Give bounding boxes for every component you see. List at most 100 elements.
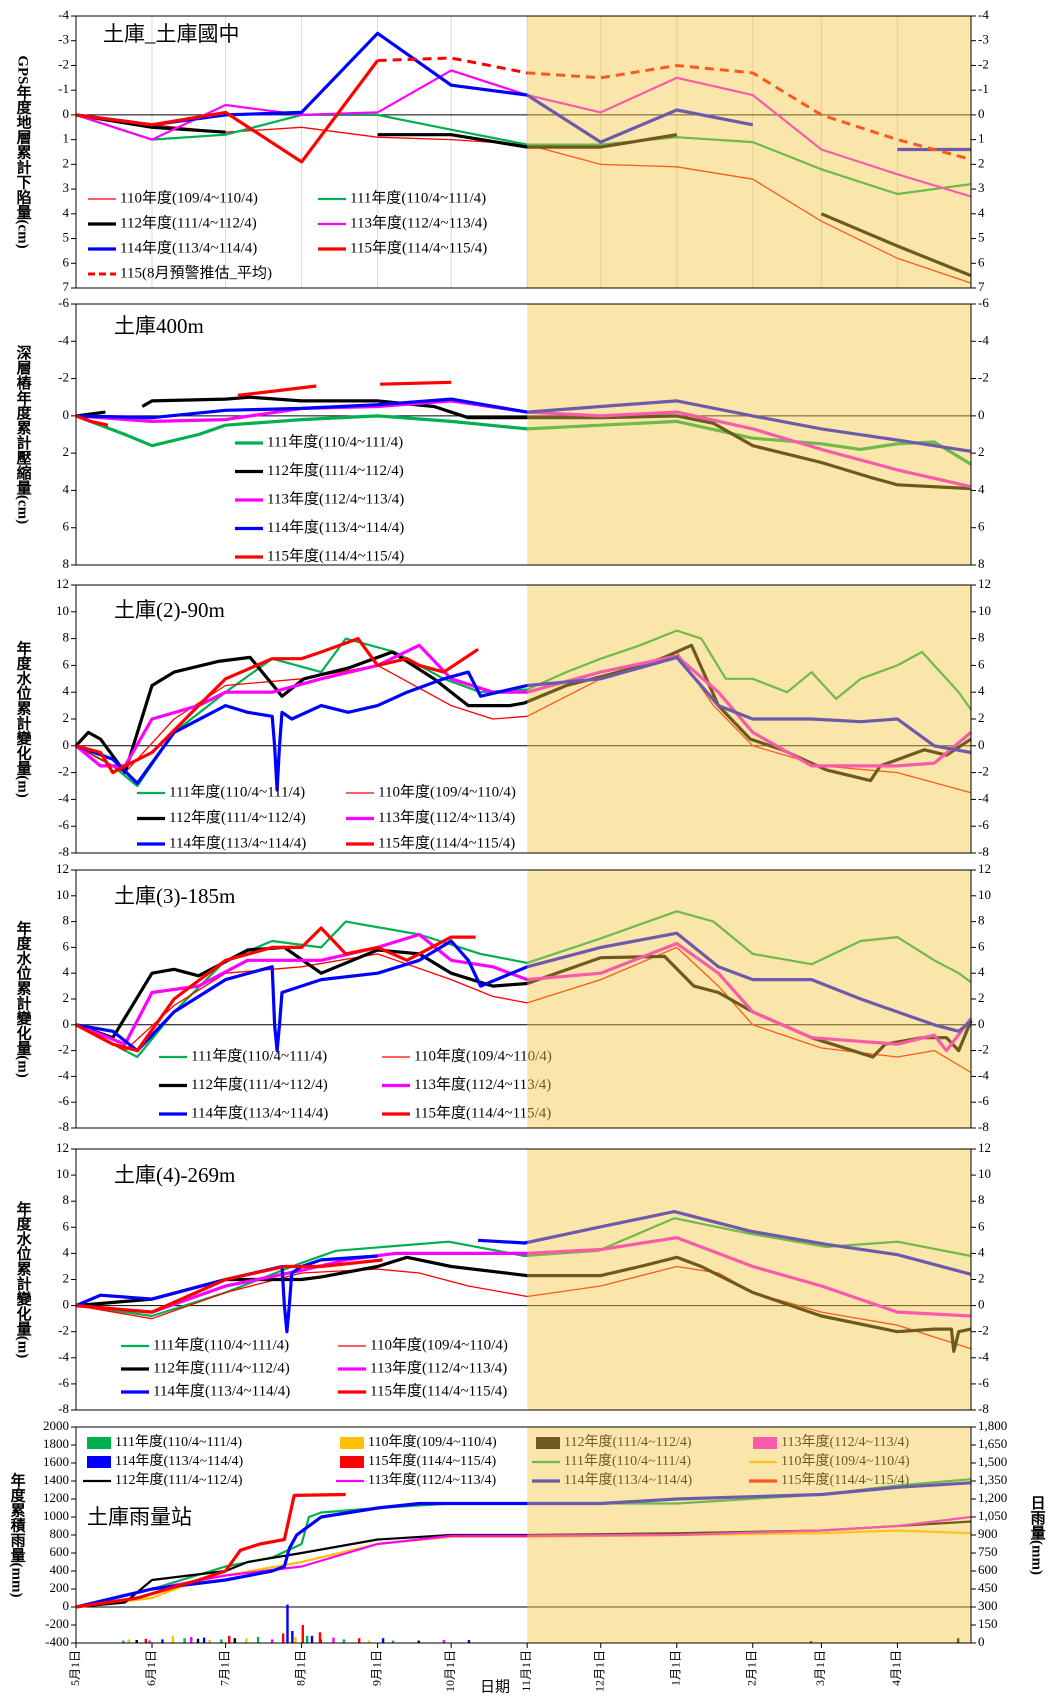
legend-swatch xyxy=(340,1437,364,1449)
x-tick-label: 11月1日 xyxy=(519,1650,533,1692)
series-line xyxy=(75,1217,972,1318)
y2-tick-label: -6 xyxy=(978,817,989,832)
y2-tick-label: 4 xyxy=(978,205,985,220)
y2-tick-label: 0 xyxy=(978,1297,985,1312)
bar xyxy=(956,1638,960,1643)
y-tick-label: 4 xyxy=(63,481,70,496)
bar xyxy=(291,1631,294,1643)
plot-frame xyxy=(75,1426,972,1644)
highlight-band xyxy=(527,1149,971,1410)
y2-tick-label: 8 xyxy=(978,913,985,928)
panel-title: 土庫(3)-185m xyxy=(114,884,235,908)
y2-tick-label: 1,200 xyxy=(978,1490,1007,1505)
series-line xyxy=(75,926,476,1053)
y2-tick-label: -4 xyxy=(978,1067,989,1082)
x-tick-label: 10月1日 xyxy=(443,1650,457,1692)
y2-tick-label: 4 xyxy=(978,1244,985,1259)
legend-label: 110年度(109/4~110/4) xyxy=(781,1453,910,1469)
y-tick-label: 2 xyxy=(63,1270,70,1285)
legend-label: 115年度(114/4~115/4) xyxy=(370,1382,507,1399)
legend-label: 113年度(112/4~113/4) xyxy=(370,1359,507,1376)
x-tick-label: 2月1日 xyxy=(745,1650,759,1686)
y2-tick-label: -2 xyxy=(978,56,989,71)
bar xyxy=(809,1641,813,1643)
series-line xyxy=(75,1265,972,1350)
y-tick-label: 1200 xyxy=(43,1490,69,1505)
y-tick-label: -6 xyxy=(58,295,69,310)
bar xyxy=(342,1639,346,1643)
y-tick-label: -6 xyxy=(58,1375,69,1390)
bar xyxy=(202,1637,206,1643)
y2-tick-label: 4 xyxy=(978,481,985,496)
y-tick-label: 800 xyxy=(50,1526,70,1541)
y2-tick-label: -6 xyxy=(978,295,989,310)
x-tick-label: 9月1日 xyxy=(369,1650,383,1686)
highlight-band xyxy=(527,585,971,853)
bar xyxy=(122,1640,125,1643)
highlight-band xyxy=(527,870,971,1128)
legend-label: 111年度(110/4~111/4) xyxy=(267,433,403,450)
legend-label: 114年度(113/4~114/4) xyxy=(120,239,257,256)
panel: -8 -6 -4 -2 0 2 4 6 8 10 12 -8 -6 -4 -2 0 2 4 6 8 10 12 111年度(… xyxy=(15,861,991,1134)
series-line xyxy=(75,637,479,775)
y2-tick-label: -6 xyxy=(978,1375,989,1390)
series-line xyxy=(75,629,972,788)
y-tick-label: -4 xyxy=(58,1349,69,1364)
legend-label: 111年度(110/4~111/4) xyxy=(350,189,486,206)
bar xyxy=(135,1640,138,1643)
x-tick-label: 12月1日 xyxy=(592,1650,606,1692)
legend-label: 115年度(114/4~115/4) xyxy=(350,239,487,256)
bar xyxy=(270,1639,274,1643)
y-axis-title: 年度水位累計變化量(m) xyxy=(15,1200,33,1358)
bar xyxy=(301,1625,304,1643)
legend-label: 115(8月預警推估_平均) xyxy=(120,264,272,281)
panel-title: 土庫(4)-269m xyxy=(114,1163,235,1187)
y-tick-label: 6 xyxy=(63,938,70,953)
y-tick-label: 0 xyxy=(63,1016,70,1031)
y2-tick-label: 900 xyxy=(978,1526,998,1541)
y-tick-label: 1800 xyxy=(43,1436,69,1451)
plot-frame xyxy=(75,303,972,566)
bar xyxy=(233,1638,236,1643)
y-tick-label: -4 xyxy=(58,332,69,347)
y-tick-label: 6 xyxy=(63,519,70,534)
y-tick-label: 2000 xyxy=(43,1418,69,1433)
y-tick-label: 400 xyxy=(50,1562,70,1577)
y2-tick-label: 10 xyxy=(978,603,991,618)
legend-label: 115年度(114/4~115/4) xyxy=(781,1472,909,1488)
bar xyxy=(332,1637,335,1643)
y2-tick-label: 10 xyxy=(978,887,991,902)
y-tick-label: 12 xyxy=(56,861,69,876)
plot-frame xyxy=(75,1148,972,1411)
bar xyxy=(220,1639,223,1643)
series-line xyxy=(75,1481,972,1609)
bar xyxy=(357,1638,361,1643)
y-tick-label: 1 xyxy=(63,131,70,146)
y2-tick-label: 3 xyxy=(978,180,985,195)
y2-tick-label: -2 xyxy=(978,370,989,385)
y-tick-label: -6 xyxy=(58,1093,69,1108)
bar xyxy=(305,1635,309,1643)
legend-label: 110年度(109/4~110/4) xyxy=(370,1336,508,1353)
series-line xyxy=(75,946,972,1074)
series-line xyxy=(377,56,972,161)
y2-tick-label: 4 xyxy=(978,964,985,979)
y2-tick-label: 0 xyxy=(978,106,985,121)
y2-tick-label: 1,050 xyxy=(978,1508,1007,1523)
legend-label: 112年度(111/4~112/4) xyxy=(267,462,404,479)
y2-tick-label: -8 xyxy=(978,1401,989,1416)
y-tick-label: 8 xyxy=(63,913,70,928)
y-tick-label: 8 xyxy=(63,630,70,645)
panel: -8 -6 -4 -2 0 2 4 6 8 10 12 -8 -6 -4 -2 0 2 4 6 8 10 12 111年度(… xyxy=(15,1140,991,1416)
y-tick-label: 10 xyxy=(56,887,69,902)
y-tick-label: 5 xyxy=(63,230,70,245)
bar xyxy=(208,1640,211,1643)
legend-label: 110年度(109/4~110/4) xyxy=(368,1434,497,1450)
panel-title: 土庫400m xyxy=(114,314,204,338)
y2-tick-label: 2 xyxy=(978,444,985,459)
y-tick-label: 12 xyxy=(56,1140,69,1155)
y-tick-label: 12 xyxy=(56,576,69,591)
plot-area xyxy=(76,304,971,565)
series-line xyxy=(75,1236,972,1318)
